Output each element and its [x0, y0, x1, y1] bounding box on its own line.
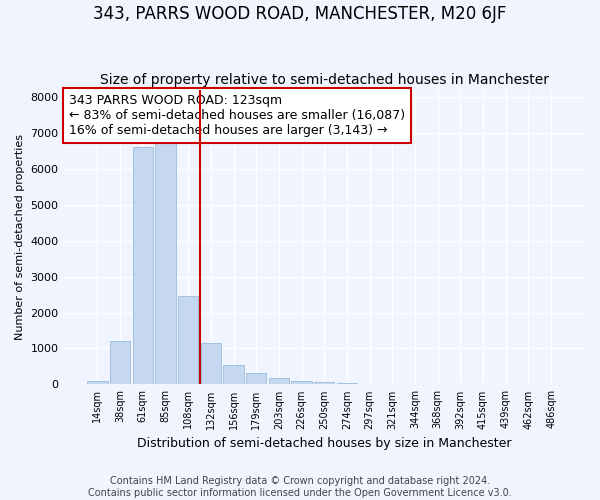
Bar [292, 381, 312, 384]
Text: 343 PARRS WOOD ROAD: 123sqm
← 83% of semi-detached houses are smaller (16,087)
1: 343 PARRS WOOD ROAD: 123sqm ← 83% of sem… [69, 94, 405, 137]
Bar [337, 382, 357, 384]
Bar [87, 381, 107, 384]
Bar [223, 364, 244, 384]
Bar [246, 372, 266, 384]
Title: Size of property relative to semi-detached houses in Manchester: Size of property relative to semi-detach… [100, 73, 549, 87]
Text: Contains HM Land Registry data © Crown copyright and database right 2024.
Contai: Contains HM Land Registry data © Crown c… [88, 476, 512, 498]
Bar [178, 296, 199, 384]
Bar [314, 382, 334, 384]
Y-axis label: Number of semi-detached properties: Number of semi-detached properties [15, 134, 25, 340]
Bar [110, 342, 130, 384]
Bar [133, 147, 153, 384]
X-axis label: Distribution of semi-detached houses by size in Manchester: Distribution of semi-detached houses by … [137, 437, 512, 450]
Text: 343, PARRS WOOD ROAD, MANCHESTER, M20 6JF: 343, PARRS WOOD ROAD, MANCHESTER, M20 6J… [94, 5, 506, 23]
Bar [155, 144, 176, 384]
Bar [200, 343, 221, 384]
Bar [269, 378, 289, 384]
